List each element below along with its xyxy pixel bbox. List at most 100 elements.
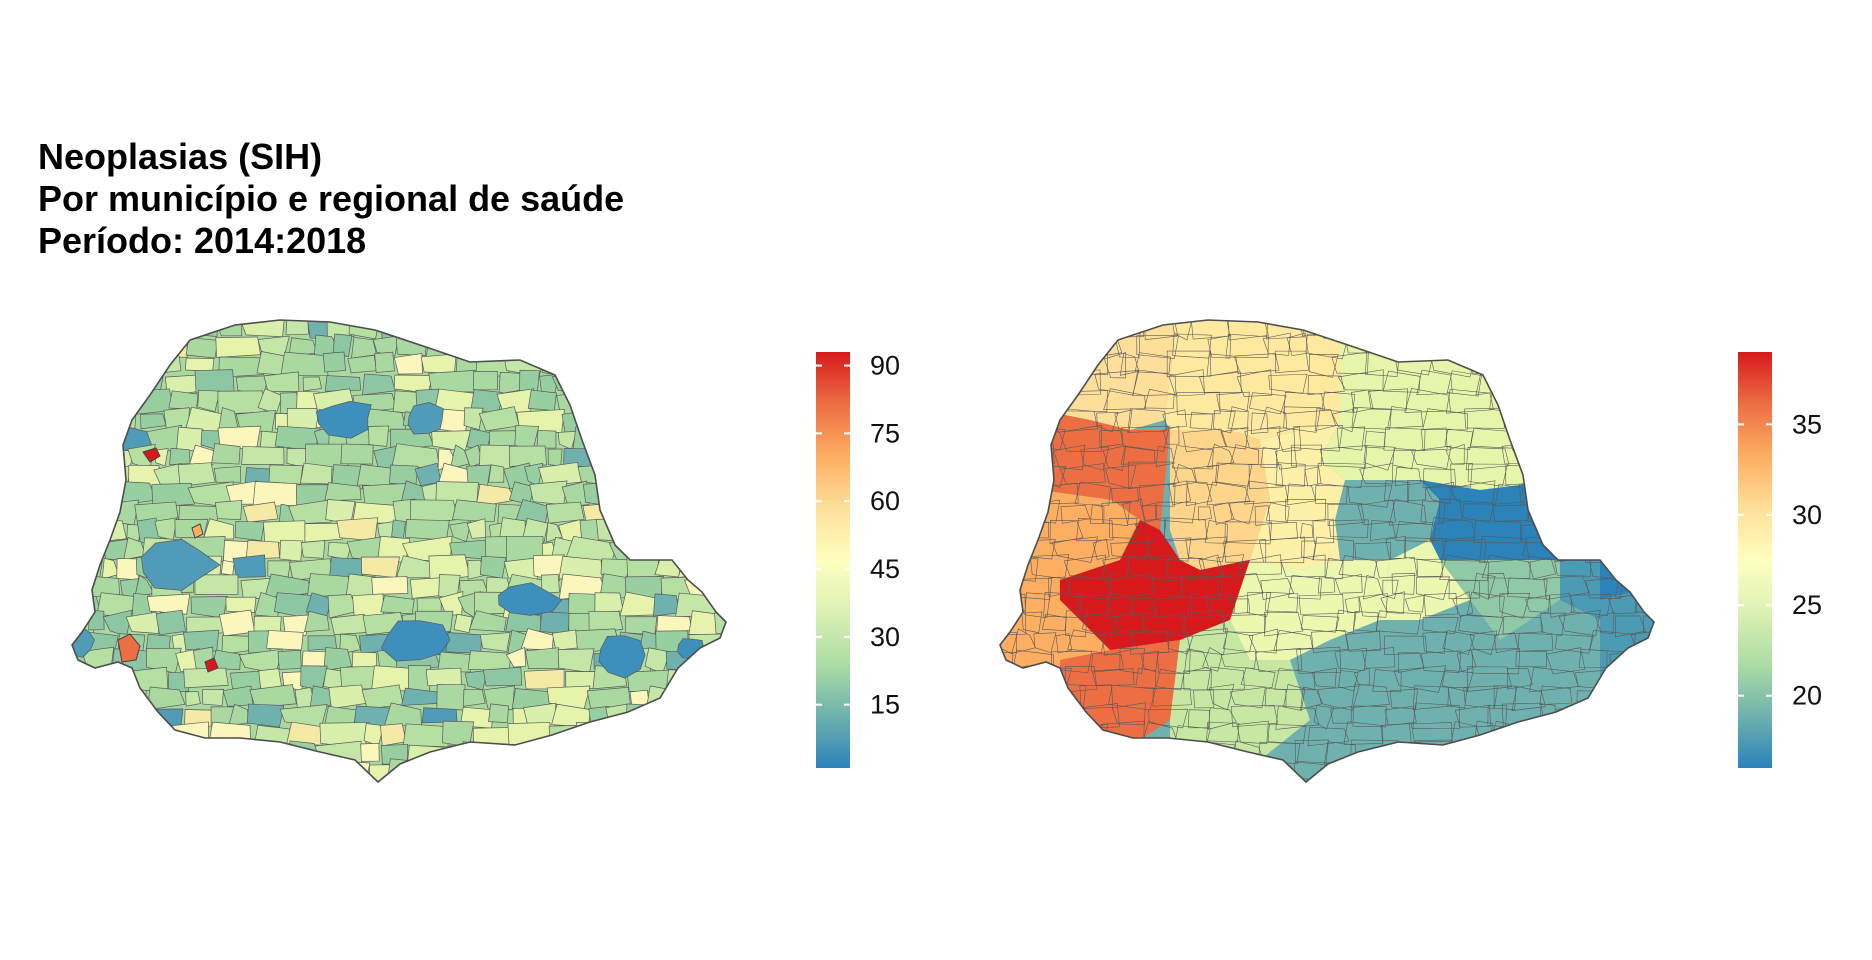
municipio-border	[977, 649, 995, 668]
municipio-polygon	[72, 541, 88, 558]
municipio-border	[1288, 574, 1322, 600]
municipio-polygon	[666, 723, 706, 744]
municipio-polygon	[87, 411, 121, 431]
municipio-border	[1316, 462, 1366, 489]
municipio-border	[1207, 443, 1235, 468]
municipio-border	[1043, 592, 1082, 618]
municipio-border	[1593, 374, 1614, 394]
municipio-polygon	[185, 337, 219, 359]
municipio-polygon	[166, 320, 198, 338]
municipio-polygon	[710, 743, 726, 765]
municipio-polygon	[74, 351, 112, 375]
regional-polygon	[1335, 480, 1440, 560]
municipio-border	[1202, 647, 1223, 672]
municipio-polygon	[215, 320, 243, 337]
municipio-polygon	[213, 466, 242, 483]
municipio-polygon	[727, 653, 761, 674]
legend-tick-label: 75	[870, 418, 900, 448]
municipio-border	[1579, 447, 1625, 471]
municipio-polygon	[97, 742, 118, 767]
municipio-polygon	[728, 742, 753, 764]
municipio-border	[1629, 425, 1654, 449]
municipio-border	[1550, 763, 1565, 782]
municipio-polygon	[302, 758, 322, 779]
municipio-polygon	[679, 425, 726, 450]
municipio-border	[1113, 613, 1145, 635]
municipio-border	[1392, 448, 1416, 470]
municipio-border	[1155, 758, 1185, 782]
municipio-border	[1394, 742, 1422, 766]
municipio-border	[1168, 480, 1191, 506]
municipio-polygon	[676, 369, 726, 397]
municipio-border	[1249, 392, 1287, 415]
municipio-polygon	[482, 666, 523, 687]
municipio-polygon	[302, 376, 323, 392]
municipio-border	[1134, 352, 1171, 374]
municipio-border	[1625, 665, 1654, 689]
municipio-border	[1000, 425, 1036, 452]
municipio-polygon	[631, 480, 670, 507]
municipio-border	[1155, 668, 1185, 691]
municipio-border	[1622, 781, 1654, 782]
municipio-border	[1331, 351, 1369, 375]
title-line-2: Por município e regional de saúde	[38, 178, 625, 219]
municipio-border	[1602, 702, 1649, 729]
municipio-border	[1471, 648, 1520, 675]
municipio-border	[1638, 355, 1654, 374]
municipio-polygon	[548, 724, 583, 749]
municipio-border	[1138, 745, 1168, 764]
municipio-polygon	[670, 542, 696, 563]
municipio-border	[1515, 650, 1548, 668]
municipio-polygon	[72, 574, 92, 600]
municipio-border	[1412, 702, 1460, 729]
municipio-polygon	[703, 500, 726, 521]
municipio-border	[1134, 517, 1166, 538]
municipio-border	[1008, 332, 1056, 355]
municipio-polygon	[564, 758, 614, 782]
municipio-polygon	[331, 464, 364, 490]
municipio-border	[1447, 686, 1468, 709]
municipio-border	[1286, 483, 1317, 506]
municipio-border	[1645, 540, 1654, 557]
municipio-polygon	[546, 338, 570, 356]
municipio-border	[1106, 593, 1135, 619]
municipio-border	[1101, 501, 1131, 527]
municipio-polygon	[202, 518, 235, 540]
municipio-border	[1076, 320, 1109, 340]
municipio-border	[1546, 647, 1586, 675]
municipio-border	[1573, 519, 1593, 541]
municipio-polygon	[72, 778, 80, 782]
municipio-border	[1395, 521, 1436, 543]
municipio-polygon	[141, 539, 221, 591]
municipio-polygon	[498, 320, 543, 340]
municipio-border	[1079, 684, 1114, 709]
municipio-border	[1382, 579, 1399, 600]
municipio-polygon	[352, 593, 384, 618]
municipio-border	[1464, 407, 1505, 429]
municipio-border	[1422, 616, 1459, 635]
municipio-polygon	[72, 369, 97, 395]
municipio-polygon	[123, 369, 144, 394]
municipio-border	[1473, 520, 1522, 544]
municipio-polygon	[620, 389, 641, 415]
municipio-polygon	[72, 559, 84, 580]
municipio-border	[1526, 443, 1556, 468]
municipio-polygon	[449, 757, 499, 782]
municipio-border	[1229, 686, 1266, 709]
municipio-border	[1589, 705, 1611, 730]
municipio-polygon	[123, 666, 169, 692]
municipio-border	[1608, 594, 1638, 614]
municipio-polygon	[601, 780, 623, 782]
municipio-high-marker	[204, 657, 219, 673]
municipio-border	[1000, 702, 1014, 725]
municipio-border	[1134, 779, 1152, 782]
municipio-border	[1343, 721, 1384, 745]
municipio-polygon	[421, 707, 458, 724]
municipio-polygon	[561, 480, 590, 508]
municipio-border	[1577, 389, 1624, 416]
municipio-polygon	[677, 554, 704, 578]
municipio-border	[1293, 425, 1343, 452]
municipio-polygon	[72, 448, 105, 471]
municipio-polygon	[225, 596, 257, 613]
municipio-polygon	[268, 464, 304, 485]
